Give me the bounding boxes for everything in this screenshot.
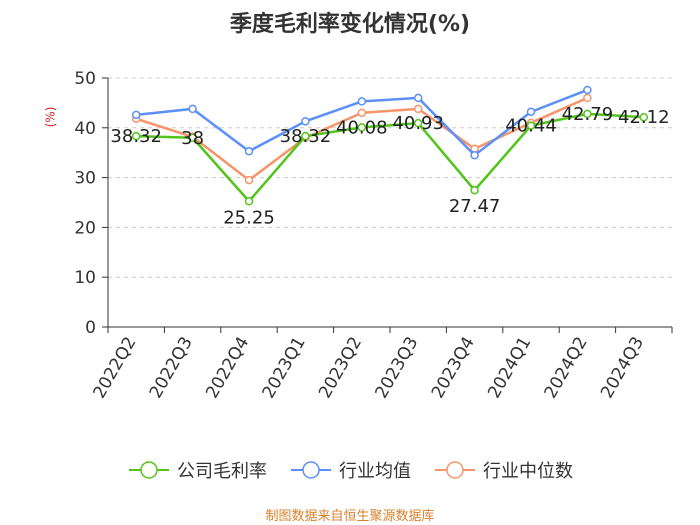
data-point — [188, 104, 197, 114]
data-point — [413, 104, 423, 114]
series-line — [136, 112, 644, 203]
data-point — [470, 150, 479, 160]
x-tick-label: 2022Q4 — [202, 334, 253, 402]
x-tick-label: 2022Q2 — [89, 334, 140, 402]
y-tick-label: 20 — [74, 218, 96, 238]
data-point — [301, 131, 310, 141]
data-label: 38 — [181, 128, 204, 149]
y-tick-label: 40 — [74, 119, 96, 139]
x-tick-label: 2024Q2 — [541, 334, 592, 402]
data-label: 38.32 — [110, 126, 162, 147]
legend-label: 行业中位数 — [483, 461, 573, 482]
data-label: 40.93 — [392, 113, 444, 134]
data-label: 25.25 — [223, 207, 275, 228]
data-point — [244, 146, 254, 156]
data-point — [583, 93, 592, 103]
legend-marker-icon — [435, 461, 475, 479]
y-tick-label: 30 — [74, 169, 96, 189]
data-point — [470, 185, 479, 195]
y-tick-label: 0 — [85, 318, 96, 338]
data-point — [188, 133, 197, 143]
legend-label: 行业均值 — [339, 461, 411, 482]
data-point — [357, 123, 367, 132]
legend: 公司毛利率 行业均值 行业中位数 — [0, 455, 700, 485]
data-point — [413, 118, 423, 128]
data-point — [583, 85, 592, 95]
data-point — [583, 109, 592, 119]
data-label: 40.44 — [505, 116, 557, 137]
data-label: 42.79 — [562, 104, 614, 125]
data-point — [526, 107, 536, 117]
data-label: 42.12 — [618, 107, 670, 128]
data-point — [526, 121, 536, 130]
data-point — [244, 175, 254, 185]
legend-item[interactable]: 行业均值 — [289, 457, 411, 483]
source-note: 制图数据来自恒生聚源数据库 — [265, 509, 435, 524]
y-tick-label: 50 — [74, 69, 96, 89]
legend-marker-icon — [129, 461, 169, 479]
data-point — [413, 93, 423, 103]
x-tick-label: 2023Q4 — [428, 333, 479, 401]
legend-label: 公司毛利率 — [177, 461, 267, 482]
data-point — [301, 117, 310, 126]
x-tick-label: 2023Q1 — [259, 334, 310, 402]
data-point — [639, 112, 649, 122]
data-point — [131, 110, 141, 120]
chart-title: 季度毛利率变化情况(%) — [229, 12, 471, 37]
x-tick-label: 2024Q3 — [597, 334, 648, 402]
y-tick-label: 10 — [74, 268, 96, 288]
data-label: 40.08 — [336, 117, 388, 138]
data-point — [357, 97, 367, 106]
legend-item[interactable]: 公司毛利率 — [127, 457, 267, 483]
data-label: 38.32 — [280, 126, 332, 147]
data-point — [357, 108, 367, 118]
x-tick-label: 2024Q1 — [484, 334, 535, 402]
x-tick-label: 2022Q3 — [146, 334, 197, 402]
data-label: 27.47 — [449, 196, 501, 217]
data-point — [244, 197, 254, 206]
legend-marker-icon — [291, 461, 331, 479]
data-point — [131, 131, 141, 141]
x-tick-label: 2023Q2 — [315, 334, 366, 402]
legend-item[interactable]: 行业中位数 — [433, 457, 573, 483]
x-tick-label: 2023Q3 — [371, 334, 422, 402]
